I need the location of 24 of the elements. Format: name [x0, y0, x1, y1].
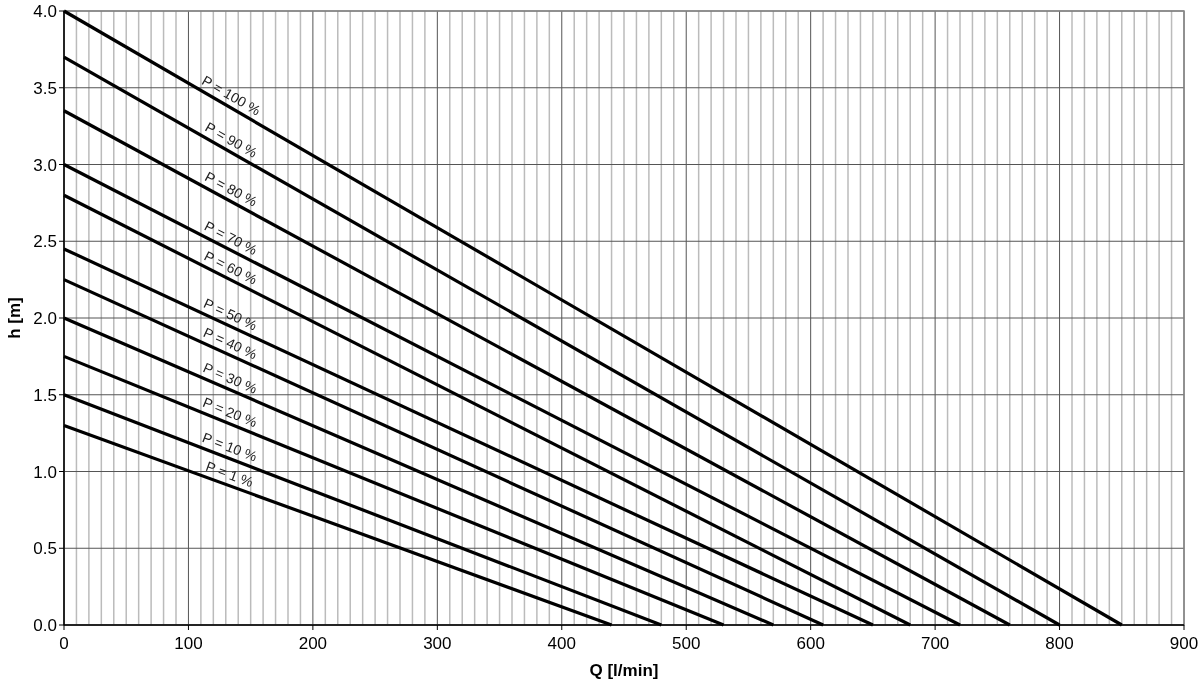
y-tick-label: 1.0 [33, 462, 57, 482]
x-tick-label: 100 [174, 634, 203, 653]
x-tick-label: 600 [796, 634, 825, 653]
text: P = 100 % [199, 72, 264, 119]
text: P = 80 % [202, 168, 260, 210]
x-tick-label: 800 [1045, 634, 1074, 653]
y-tick-label: 3.5 [33, 78, 57, 98]
x-tick-label: 0 [59, 634, 69, 653]
x-tick-label: 200 [298, 634, 328, 653]
y-tick-label: 0.0 [33, 616, 57, 635]
y-axis-title: h [m] [5, 297, 24, 339]
x-tick-label: 700 [920, 634, 950, 653]
text: P = 90 % [202, 118, 260, 161]
x-tick-label: 900 [1169, 634, 1199, 653]
y-tick-label: 0.5 [33, 539, 57, 559]
y-tick-label: 1.5 [33, 385, 57, 405]
y-tick-label: 2.0 [33, 309, 57, 328]
x-axis-title: Q [l/min] [589, 661, 659, 680]
y-tick-label: 2.5 [33, 232, 57, 252]
x-tick-label: 300 [423, 634, 452, 653]
y-tick-label: 4.0 [33, 2, 57, 21]
y-tick-label: 3.0 [33, 155, 57, 175]
x-tick-label: 400 [547, 634, 576, 653]
x-tick-label: 500 [672, 634, 701, 653]
